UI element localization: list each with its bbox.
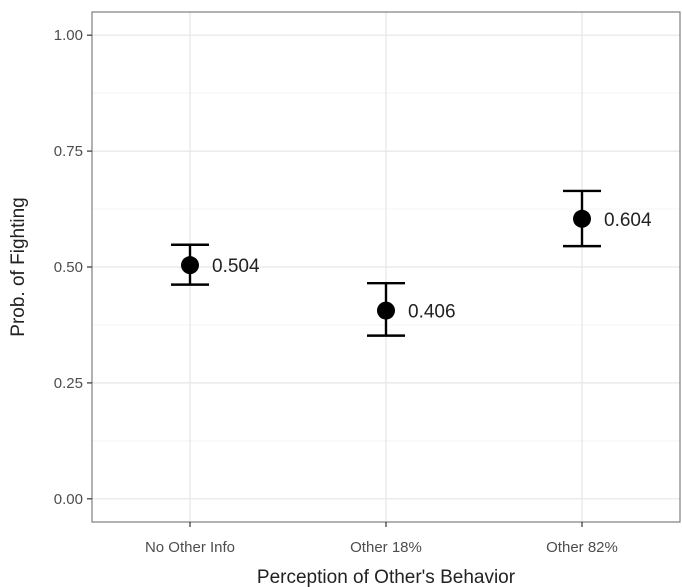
data-label: 0.406	[408, 302, 456, 323]
x-axis-ticks: No Other Info Other 18% Other 82%	[145, 522, 618, 556]
data-label: 0.604	[604, 210, 652, 231]
data-point	[377, 301, 395, 320]
y-tick-label: 1.00	[54, 27, 83, 44]
y-tick-label: 0.75	[54, 143, 83, 160]
y-tick-label: 0.00	[54, 491, 83, 508]
y-tick-label: 0.50	[54, 259, 83, 276]
x-tick-label: Other 18%	[350, 539, 422, 556]
y-axis-ticks: 0.00 0.25 0.50 0.75 1.00	[54, 27, 92, 508]
data-point	[181, 256, 199, 275]
major-gridlines	[92, 12, 680, 522]
x-tick-label: No Other Info	[145, 539, 235, 556]
data-point	[573, 209, 591, 228]
data-label: 0.504	[212, 256, 260, 277]
x-tick-label: Other 82%	[546, 539, 618, 556]
x-axis-title: Perception of Other's Behavior	[257, 567, 516, 587]
y-axis-title: Prob. of Fighting	[8, 197, 29, 336]
y-tick-label: 0.25	[54, 375, 83, 392]
data-points: 0.504 0.406 0.604	[171, 189, 652, 337]
